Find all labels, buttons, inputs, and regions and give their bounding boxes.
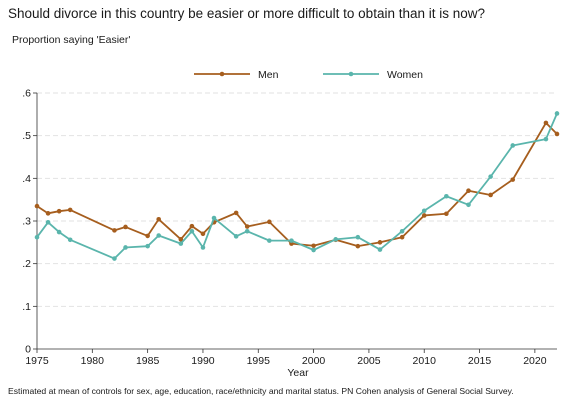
data-point-men — [510, 177, 516, 182]
data-point-women — [123, 245, 128, 250]
data-point-women — [189, 228, 195, 234]
data-point-women — [145, 243, 150, 249]
y-tick-label: .1 — [22, 301, 31, 313]
data-point-women — [112, 256, 117, 261]
data-point-men — [178, 237, 184, 242]
data-point-women — [267, 238, 272, 243]
x-axis-label: Year — [287, 367, 309, 379]
data-point-women — [211, 215, 217, 221]
series-line-men — [36, 121, 558, 248]
data-point-women — [178, 241, 184, 246]
series-lines — [34, 111, 560, 261]
data-point-men — [488, 192, 493, 198]
data-point-women — [488, 174, 493, 179]
x-tick-label: 2015 — [468, 355, 492, 367]
x-tick-label: 2020 — [523, 355, 547, 367]
chart-subtitle: Proportion saying 'Easier' — [12, 34, 131, 46]
legend-marker-men — [219, 71, 225, 77]
data-point-women — [377, 247, 383, 252]
data-point-women — [233, 234, 239, 239]
y-tick-label: .2 — [22, 258, 31, 270]
data-point-men — [233, 210, 239, 216]
data-point-men — [145, 233, 150, 239]
y-tick-label: .3 — [22, 216, 31, 228]
data-point-men — [311, 243, 316, 249]
data-point-women — [200, 245, 206, 250]
data-point-men — [244, 224, 250, 229]
data-point-men — [421, 213, 427, 218]
data-point-men — [156, 216, 162, 222]
data-point-men — [112, 228, 117, 233]
data-point-women — [466, 202, 471, 208]
x-tick-label: 2000 — [302, 355, 326, 367]
data-point-women — [156, 233, 162, 238]
data-point-men — [123, 224, 128, 230]
data-point-men — [200, 231, 206, 237]
data-point-women — [45, 219, 51, 225]
y-tick-label: .4 — [22, 173, 31, 185]
y-tick-label: .6 — [22, 88, 31, 100]
data-point-men — [554, 131, 560, 137]
data-point-men — [189, 223, 195, 229]
series-line-women — [36, 113, 558, 260]
data-point-women — [34, 234, 40, 240]
x-tick-label: 1995 — [247, 355, 271, 367]
x-tick-label: 2010 — [413, 355, 437, 367]
data-point-women — [289, 238, 294, 243]
data-point-women — [56, 229, 62, 235]
x-tick-label: 1985 — [136, 355, 160, 367]
data-point-men — [45, 211, 51, 216]
data-point-men — [267, 219, 272, 225]
data-point-men — [56, 208, 62, 214]
legend-label-men: Men — [258, 69, 279, 81]
x-tick-label: 1975 — [25, 355, 49, 367]
x-tick-label: 1980 — [81, 355, 105, 367]
data-point-men — [399, 234, 405, 240]
data-point-women — [355, 234, 361, 240]
y-tick-label: 0 — [25, 344, 31, 356]
legend-label-women: Women — [387, 69, 423, 81]
data-point-women — [543, 136, 549, 142]
data-point-women — [311, 247, 316, 253]
data-point-men — [355, 243, 361, 249]
data-point-men — [466, 188, 471, 194]
data-point-women — [421, 208, 427, 214]
chart-note: Estimated at mean of controls for sex, a… — [8, 386, 514, 396]
data-point-women — [333, 237, 339, 242]
axes: 0 .1 .2 .3 .4 .5 .6 1975 1980 1985 1990 1995 2000 200… — [22, 88, 557, 367]
chart-title: Should divorce in this country be easier… — [8, 6, 486, 21]
legend-marker-women — [348, 71, 354, 77]
data-point-men — [377, 240, 383, 245]
data-point-men — [67, 207, 73, 213]
data-point-women — [444, 193, 449, 199]
data-point-women — [554, 111, 560, 116]
data-point-women — [399, 228, 405, 234]
data-point-women — [67, 237, 73, 243]
data-point-women — [510, 143, 516, 148]
y-tick-label: .5 — [22, 130, 31, 142]
data-point-men — [543, 120, 549, 126]
legend: Men Women — [194, 69, 423, 81]
x-tick-label: 1990 — [191, 355, 215, 367]
gridlines — [37, 92, 557, 307]
data-point-women — [244, 228, 250, 234]
x-tick-label: 2005 — [357, 355, 381, 367]
data-point-men — [444, 211, 449, 217]
data-point-men — [34, 203, 40, 209]
